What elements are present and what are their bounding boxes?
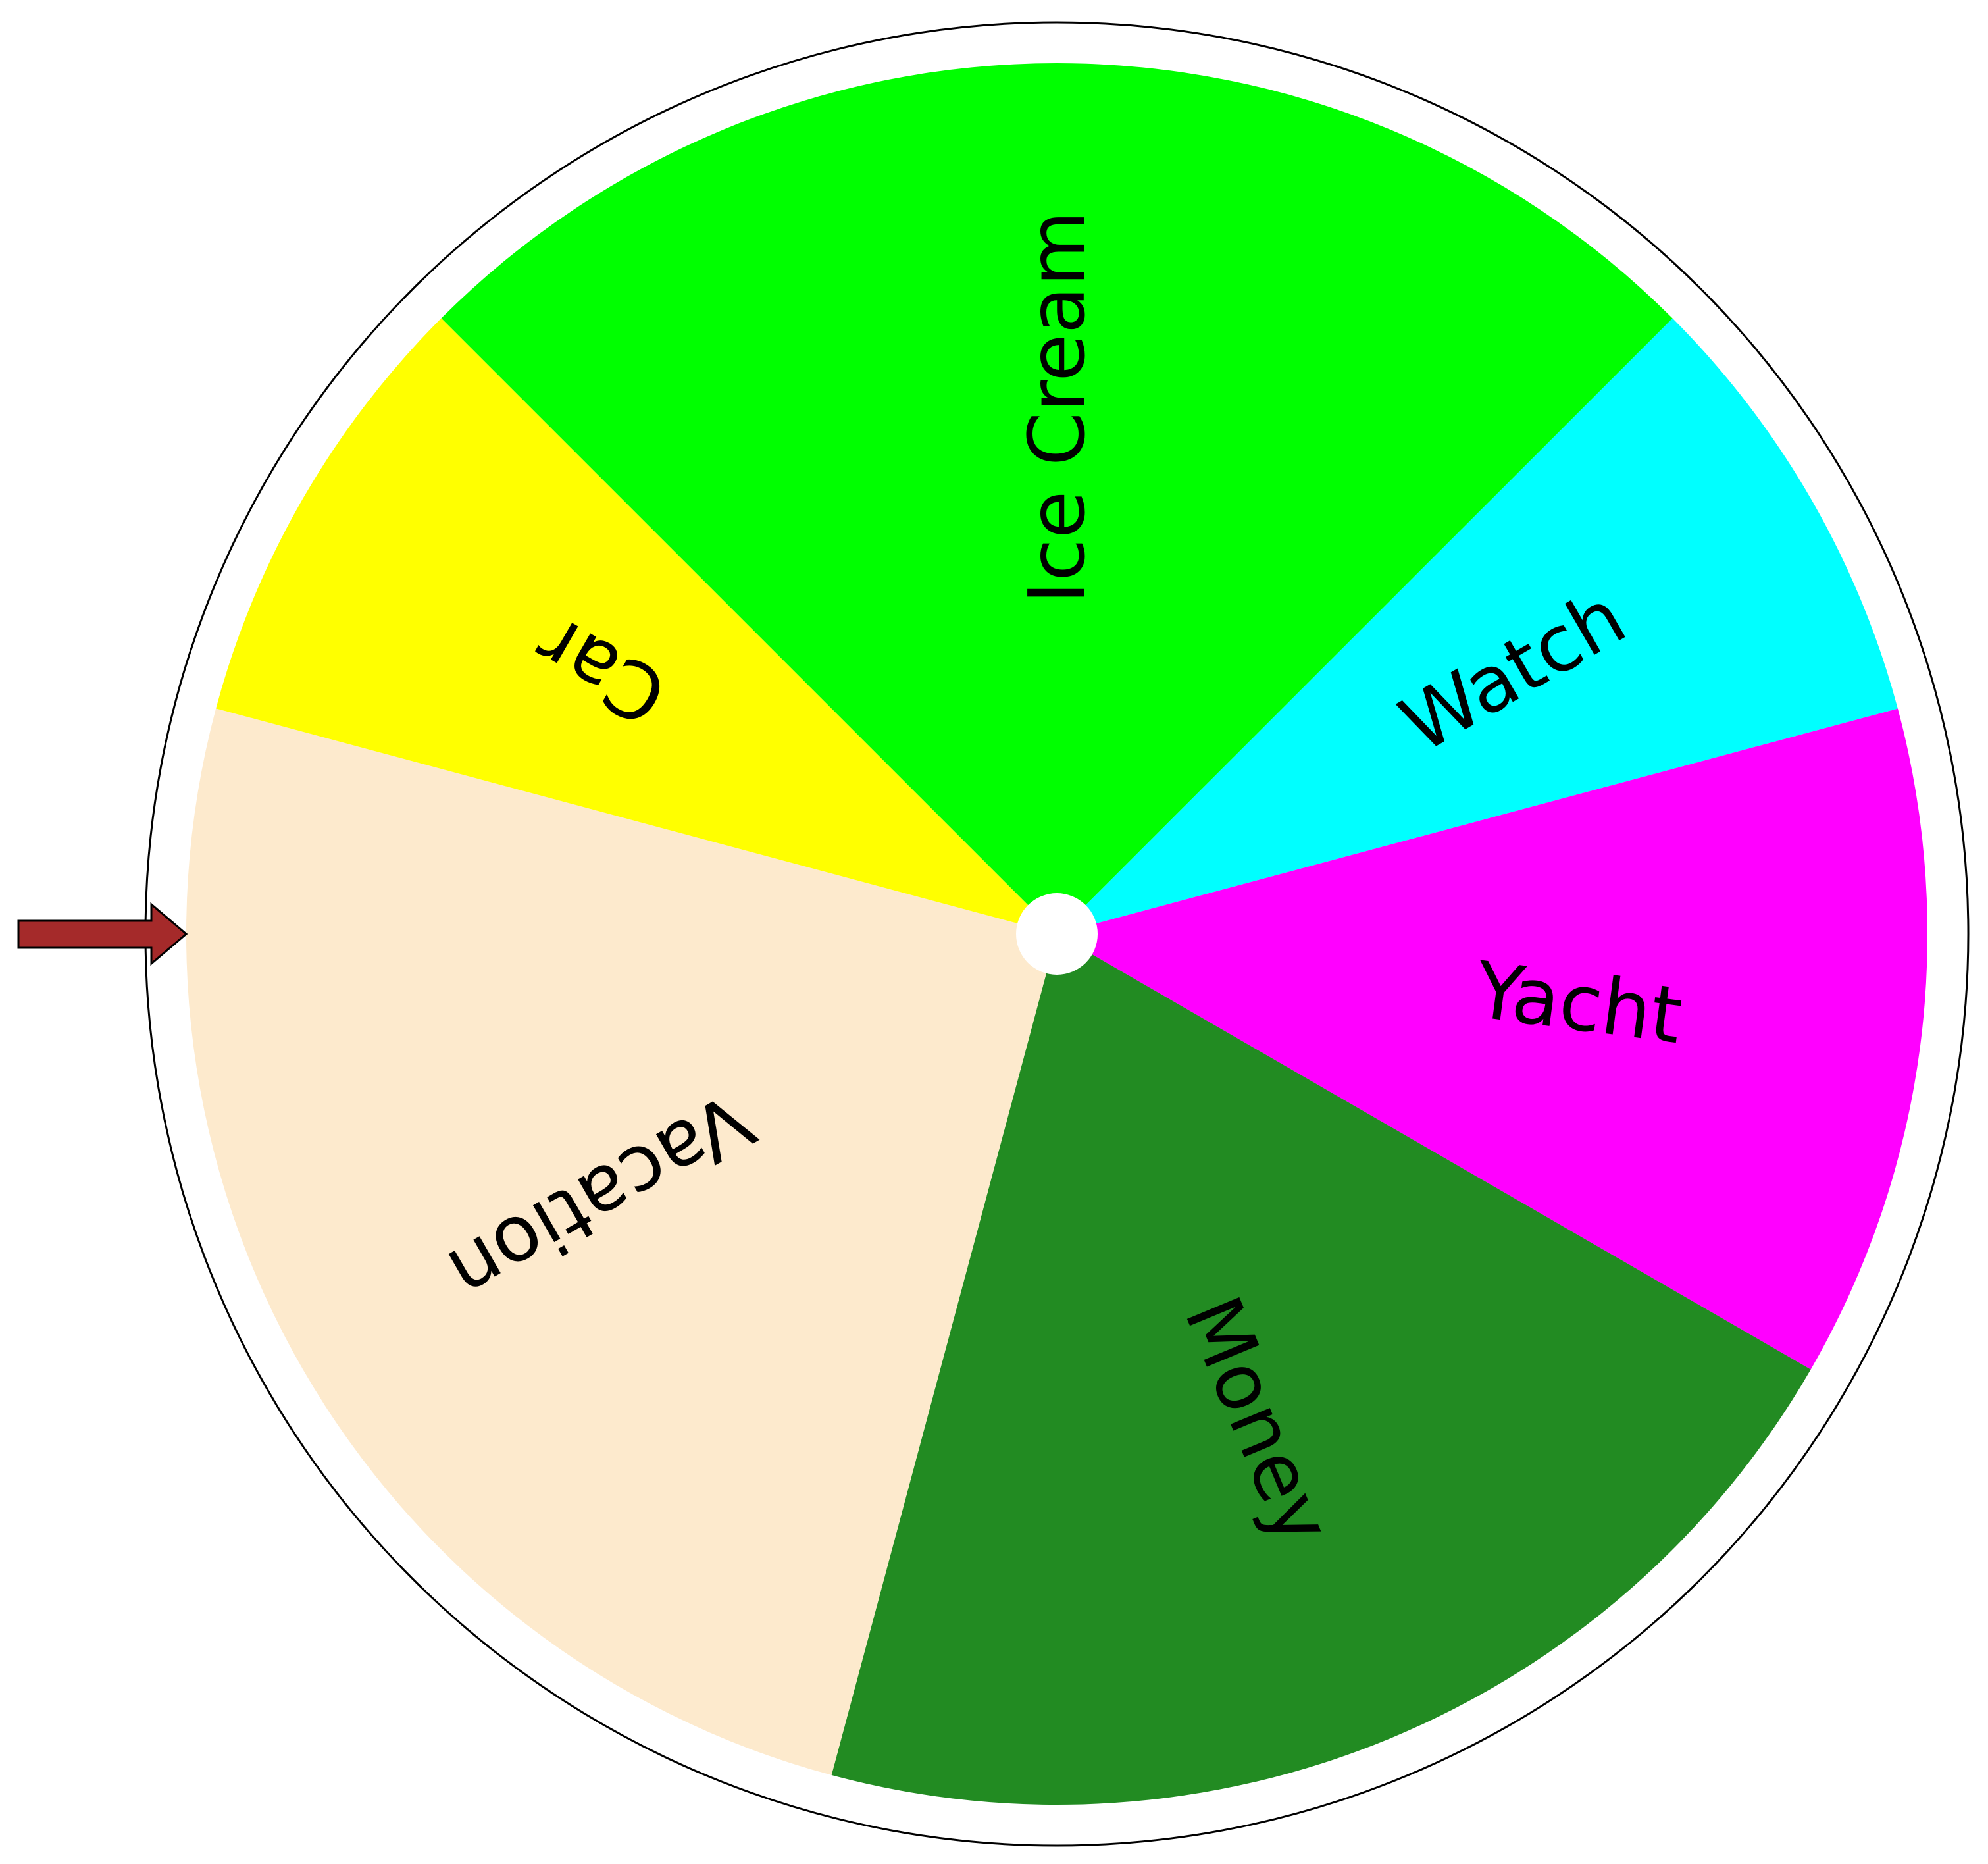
arrow-right-icon (17, 902, 188, 966)
wheel-segment-ice-cream[interactable] (441, 63, 1673, 934)
wheel-segment-yacht[interactable] (1057, 708, 1928, 1370)
wheel-segments[interactable] (186, 63, 1928, 1805)
wheel-segment-vacation[interactable] (186, 708, 1057, 1775)
wheel-label-ice-cream: Ice Cream (1011, 211, 1102, 604)
wheel-segment-watch[interactable] (1057, 318, 1898, 934)
wheel-segment-car[interactable] (216, 318, 1057, 935)
wheel-segment-money[interactable] (831, 934, 1811, 1805)
wheel-hub[interactable] (1016, 893, 1098, 975)
